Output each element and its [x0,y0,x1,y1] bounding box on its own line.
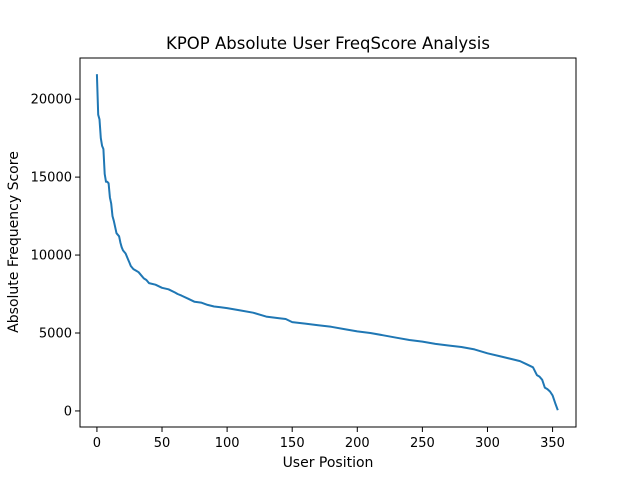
y-tick-label: 20000 [31,93,72,108]
plot-frame [79,57,577,428]
series-line [95,74,559,411]
y-tick-label: 5000 [39,326,72,341]
y-tick-label: 0 [64,404,72,419]
x-tick-label: 50 [154,436,171,451]
x-tick-label: 100 [215,436,240,451]
x-tick-label: 250 [410,436,435,451]
chart-title: KPOP Absolute User FreqScore Analysis [166,34,490,53]
x-tick-label: 350 [540,436,565,451]
y-tick-label: 10000 [31,249,72,264]
y-tick-label: 15000 [31,171,72,186]
x-axis: 0 50 100 150 200 250 300 350 [93,427,565,451]
x-tick-label: 150 [280,436,305,451]
y-axis-label: Absolute Frequency Score [6,151,22,333]
x-tick-label: 300 [475,436,500,451]
x-tick-label: 0 [93,436,101,451]
y-axis: 0 5000 10000 15000 20000 [31,93,80,419]
x-tick-label: 200 [345,436,370,451]
x-axis-label: User Position [283,455,374,471]
